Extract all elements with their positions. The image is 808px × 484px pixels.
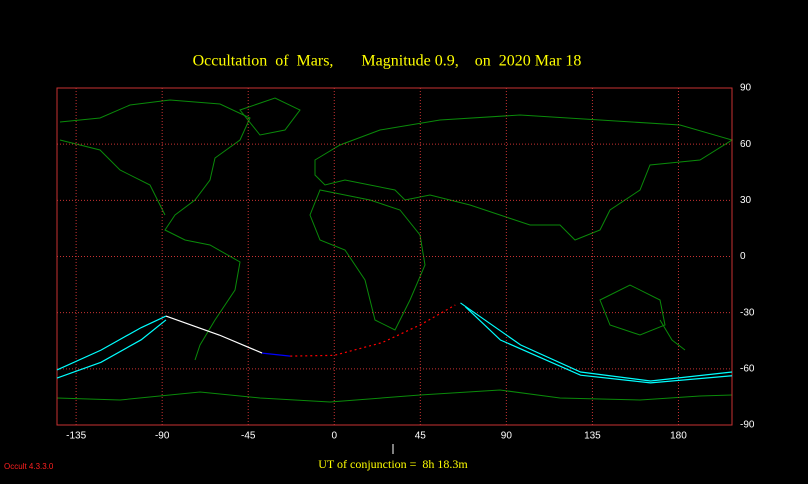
occultation-curve	[465, 306, 733, 384]
y-tick-label: 0	[740, 251, 746, 262]
x-tick-label: 90	[501, 431, 513, 442]
x-tick-label: 0	[331, 431, 337, 442]
occultation-curve	[56, 319, 167, 379]
x-tick-label: -90	[155, 431, 170, 442]
occultation-curve	[56, 315, 167, 371]
curves	[56, 302, 733, 384]
x-tick-label: 135	[584, 431, 601, 442]
x-tick-label: -135	[66, 431, 86, 442]
y-tick-label: -60	[740, 363, 755, 374]
y-tick-label: -30	[740, 307, 755, 318]
version: Occult 4.3.3.0	[4, 462, 54, 471]
plot-frame	[56, 87, 733, 426]
occultation-curve	[262, 352, 291, 357]
y-tick-label: 30	[740, 195, 752, 206]
y-tick-label: -90	[740, 420, 755, 431]
occultation-curve	[165, 315, 263, 354]
y-tick-label: 60	[740, 139, 752, 150]
y-tick-label: 90	[740, 83, 752, 94]
footer: UT of conjunction = 8h 18.3m	[318, 457, 468, 471]
x-tick-label: -45	[241, 431, 256, 442]
chart-title: Occultation of Mars, Magnitude 0.9, on 2…	[193, 53, 582, 70]
grid	[57, 87, 732, 426]
x-tick-label: 45	[415, 431, 427, 442]
x-tick-label: 180	[670, 431, 687, 442]
occultation-curve	[460, 302, 733, 382]
